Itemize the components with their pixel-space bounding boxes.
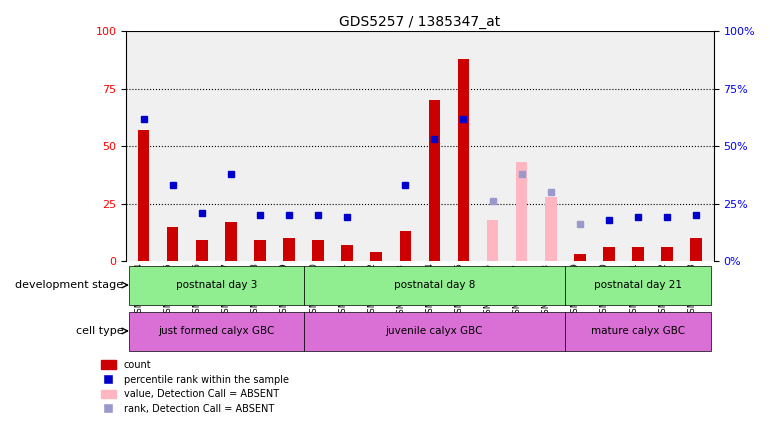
Bar: [603, 247, 614, 261]
Bar: [457, 59, 470, 261]
Bar: [254, 240, 266, 261]
FancyBboxPatch shape: [129, 266, 303, 305]
Text: development stage: development stage: [15, 280, 123, 290]
FancyBboxPatch shape: [303, 266, 565, 305]
FancyBboxPatch shape: [303, 312, 565, 351]
Bar: [283, 238, 295, 261]
Text: postnatal day 3: postnatal day 3: [176, 280, 257, 290]
Legend: count, percentile rank within the sample, value, Detection Call = ABSENT, rank, : count, percentile rank within the sample…: [97, 356, 293, 418]
Text: just formed calyx GBC: just formed calyx GBC: [158, 326, 274, 336]
FancyBboxPatch shape: [565, 312, 711, 351]
Bar: [313, 240, 324, 261]
FancyBboxPatch shape: [565, 266, 711, 305]
Text: postnatal day 21: postnatal day 21: [594, 280, 682, 290]
Bar: [138, 130, 149, 261]
Bar: [516, 162, 527, 261]
Bar: [225, 222, 236, 261]
Bar: [574, 254, 586, 261]
Text: postnatal day 8: postnatal day 8: [393, 280, 475, 290]
Bar: [691, 238, 702, 261]
Text: mature calyx GBC: mature calyx GBC: [591, 326, 685, 336]
Bar: [429, 100, 440, 261]
Bar: [370, 252, 382, 261]
Bar: [341, 245, 353, 261]
Bar: [545, 197, 557, 261]
FancyBboxPatch shape: [129, 312, 303, 351]
Title: GDS5257 / 1385347_at: GDS5257 / 1385347_at: [340, 15, 500, 29]
Bar: [400, 231, 411, 261]
Bar: [487, 220, 498, 261]
Text: cell type: cell type: [75, 326, 123, 336]
Bar: [661, 247, 673, 261]
Text: juvenile calyx GBC: juvenile calyx GBC: [386, 326, 483, 336]
Bar: [196, 240, 208, 261]
Bar: [167, 227, 179, 261]
Bar: [632, 247, 644, 261]
